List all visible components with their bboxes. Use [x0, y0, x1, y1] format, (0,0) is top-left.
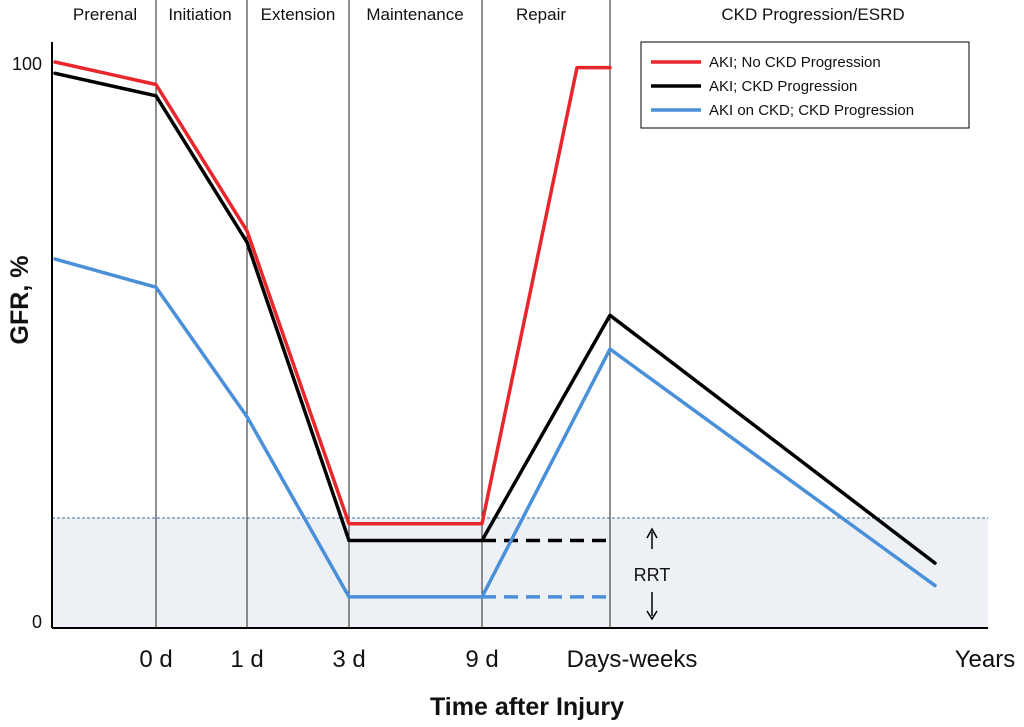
x-tick-0-d: 0 d — [139, 646, 172, 673]
legend-label-aki-ckd-progression: AKI; CKD Progression — [709, 78, 857, 95]
x-tick-years: Years — [955, 646, 1016, 673]
x-tick-9-d: 9 d — [465, 646, 498, 673]
x-tick-1-d: 1 d — [230, 646, 263, 673]
legend-entries: AKI; No CKD Progression AKI; CKD Progress… — [651, 54, 914, 119]
legend-label-aki-no-ckd-progression: AKI; No CKD Progression — [709, 54, 881, 71]
rrt-down-arrowhead — [646, 610, 658, 621]
x-tick-labels: 0 d 1 d 3 d 9 d Days-weeks Years — [139, 646, 1015, 673]
y-axis-title: GFR, % — [6, 256, 34, 345]
x-axis-title: Time after Injury — [430, 693, 624, 721]
series-line-aki-ckd-progression — [53, 71, 937, 565]
rrt-label: RRT — [634, 565, 671, 585]
x-tick-days-weeks: Days-weeks — [567, 646, 698, 673]
phase-label-ckd-progression-esrd: CKD Progression/ESRD — [721, 5, 904, 24]
phase-label-extension: Extension — [261, 5, 336, 24]
legend: AKI; No CKD Progression AKI; CKD Progress… — [640, 41, 970, 129]
y-tick-100: 100 — [12, 54, 42, 74]
phase-label-prerenal: Prerenal — [73, 5, 137, 24]
y-tick-0: 0 — [32, 612, 42, 632]
phase-label-maintenance: Maintenance — [366, 5, 463, 24]
phase-label-initiation: Initiation — [168, 5, 231, 24]
x-tick-3-d: 3 d — [332, 646, 365, 673]
series-line-aki-no-ckd-progression — [53, 60, 612, 526]
phase-labels: Prerenal Initiation Extension Maintenance Re… — [73, 5, 905, 24]
phase-label-repair: Repair — [516, 5, 566, 24]
legend-label-aki-on-ckd-ckd-progression: AKI on CKD; CKD Progression — [709, 102, 914, 119]
series-lines — [53, 60, 937, 599]
rrt-shaded-region — [52, 518, 988, 628]
rrt-marker: RRT — [634, 527, 671, 621]
rrt-up-arrowhead — [646, 527, 658, 539]
series-line-aki-on-ckd-ckd-progression — [53, 257, 937, 599]
